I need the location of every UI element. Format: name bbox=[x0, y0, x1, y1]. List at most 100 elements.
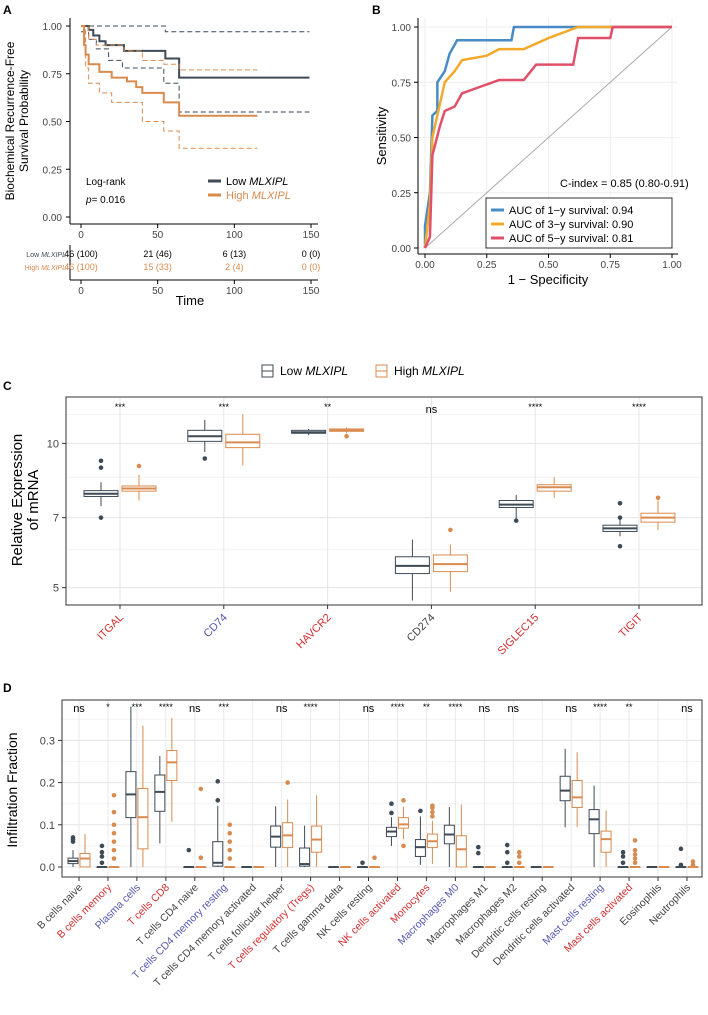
outlier-point bbox=[516, 849, 522, 855]
significance-label: ns bbox=[681, 703, 693, 715]
x-tick-label: 50 bbox=[152, 286, 164, 297]
outlier-point bbox=[111, 856, 117, 861]
significance-label: ns bbox=[276, 703, 288, 715]
legend-label: High MLXIPL bbox=[394, 364, 465, 378]
x-tick-label: 1.00 bbox=[662, 260, 682, 271]
y-tick-label: 10 bbox=[47, 438, 59, 450]
high-boxplot bbox=[311, 795, 323, 867]
box bbox=[212, 841, 224, 867]
y-axis-label-line1: Relative Expression bbox=[9, 434, 26, 567]
low-boxplot bbox=[125, 706, 137, 867]
y-tick-label: 5 bbox=[53, 583, 59, 595]
outlier-point bbox=[198, 786, 204, 792]
high-boxplot bbox=[513, 849, 525, 868]
box bbox=[299, 847, 311, 867]
plot-border bbox=[65, 396, 703, 606]
legend-label: AUC of 3−y survival: 0.90 bbox=[509, 219, 633, 231]
y-axis-label: Infiltration Fraction bbox=[4, 732, 20, 847]
roc-curve bbox=[423, 25, 672, 249]
significance-label: ns bbox=[565, 703, 577, 715]
significance-label: **** bbox=[390, 702, 405, 712]
risk-gene: MLXIPL bbox=[41, 265, 66, 272]
y-tick-label: 0.25 bbox=[43, 165, 63, 176]
panel-label: D bbox=[3, 681, 12, 695]
box bbox=[166, 750, 178, 781]
high-boxplot bbox=[640, 495, 676, 530]
y-tick-label: 0.3 bbox=[40, 735, 55, 747]
y-axis-label-line1: Biochemical Recurrence-Free bbox=[3, 41, 17, 200]
outlier-point bbox=[476, 850, 481, 856]
significance-label: ns bbox=[507, 703, 519, 715]
outlier-point bbox=[70, 835, 76, 840]
outlier-point bbox=[227, 822, 233, 828]
low-boxplot bbox=[385, 801, 397, 846]
legend-gene: MLXIPL bbox=[422, 364, 465, 378]
y-tick-label: 1.00 bbox=[43, 22, 63, 33]
plot-border bbox=[61, 699, 703, 878]
x-tick-label: HAVCR2 bbox=[294, 612, 333, 651]
outlier-point bbox=[632, 852, 638, 857]
x-tick-label: CD274 bbox=[405, 612, 438, 645]
high-boxplot bbox=[600, 810, 612, 867]
outlier-point bbox=[111, 830, 117, 836]
outlier-point bbox=[227, 856, 233, 861]
y-tick-label: 7 bbox=[53, 513, 59, 525]
y-axis-label: Sensitivity bbox=[374, 106, 389, 165]
outlier-point bbox=[448, 527, 453, 533]
x-tick-label: 100 bbox=[226, 286, 243, 297]
y-tick-label: 0.0 bbox=[40, 862, 55, 874]
low-boxplot bbox=[394, 539, 430, 601]
outlier-point bbox=[516, 860, 522, 866]
low-boxplot bbox=[559, 748, 571, 828]
outlier-point bbox=[136, 463, 142, 469]
outlier-point bbox=[215, 779, 221, 784]
box bbox=[154, 774, 166, 812]
x-tick-label: SIGLEC15 bbox=[496, 612, 542, 658]
x-tick-label: 0.25 bbox=[477, 260, 497, 271]
outlier-point bbox=[690, 859, 696, 864]
outlier-point bbox=[516, 854, 522, 859]
x-tick-label: 0.50 bbox=[539, 260, 559, 271]
legend-gene: MLXIPL bbox=[249, 176, 288, 188]
outlier-point bbox=[99, 849, 105, 855]
high-boxplot bbox=[137, 725, 149, 867]
ci-upper-line bbox=[81, 25, 258, 71]
box bbox=[559, 775, 571, 802]
outlier-point bbox=[111, 847, 117, 853]
outlier-point bbox=[504, 849, 510, 855]
significance-label: ns bbox=[478, 703, 490, 715]
significance-label: *** bbox=[115, 402, 126, 412]
outlier-point bbox=[344, 433, 349, 439]
outlier-point bbox=[513, 518, 519, 523]
high-boxplot bbox=[79, 834, 91, 868]
outlier-point bbox=[401, 798, 406, 803]
significance-label: ns bbox=[426, 404, 438, 416]
outlier-point bbox=[227, 839, 233, 844]
high-boxplot bbox=[253, 866, 265, 868]
reference-diagonal bbox=[424, 26, 673, 249]
x-tick-label: TIGIT bbox=[617, 611, 646, 640]
box bbox=[455, 835, 467, 868]
outlier-point bbox=[111, 822, 117, 828]
x-tick-label: CD74 bbox=[202, 612, 230, 640]
high-boxplot bbox=[224, 822, 236, 868]
low-boxplot bbox=[212, 779, 224, 867]
low-boxplot bbox=[270, 806, 282, 867]
low-boxplot bbox=[187, 419, 223, 461]
outlier-point bbox=[198, 855, 204, 861]
significance-label: ns bbox=[73, 703, 85, 715]
low-boxplot bbox=[414, 808, 426, 865]
x-tick-label: 0.00 bbox=[415, 260, 435, 271]
risk-value: 2 (4) bbox=[225, 262, 244, 272]
y-axis-label-line2: Survival Probability bbox=[17, 70, 31, 172]
risk-value: 0 (0) bbox=[302, 262, 321, 272]
legend-label: AUC of 5−y survival: 0.81 bbox=[509, 233, 633, 245]
outlier-point bbox=[655, 495, 661, 501]
outlier-point bbox=[99, 860, 105, 866]
low-boxplot bbox=[83, 458, 119, 520]
risk-value: 0 (0) bbox=[302, 249, 321, 259]
low-boxplot bbox=[443, 807, 455, 867]
legend-label: Low MLXIPL bbox=[280, 364, 348, 378]
outlier-point bbox=[418, 808, 423, 814]
panel-label: A bbox=[3, 3, 12, 17]
